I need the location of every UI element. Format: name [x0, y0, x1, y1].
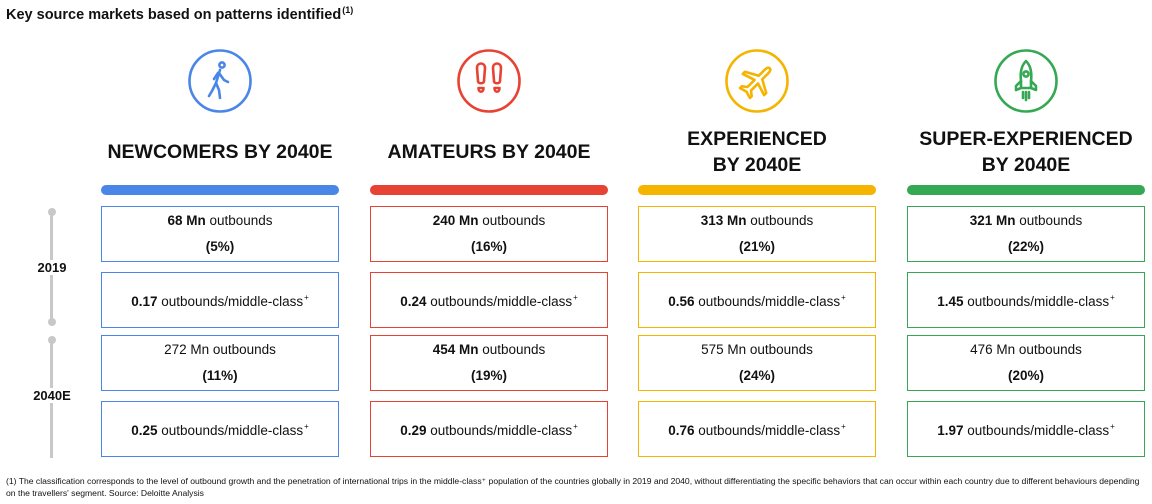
title-footnote-marker: (1): [342, 5, 354, 15]
outbounds-2019-box: 313 Mn outbounds (21%): [638, 206, 876, 262]
segment-heading: AMATEURS BY 2040E: [387, 141, 591, 163]
segment-color-bar: [907, 185, 1145, 195]
airplane-icon: [724, 48, 790, 114]
ratio-2040e-box: 0.25 outbounds/middle-class+: [101, 401, 339, 457]
outbounds-2040e-box: 454 Mn outbounds (19%): [370, 335, 608, 391]
footprints-icon: [456, 48, 522, 114]
ratio-2019-box: 0.56 outbounds/middle-class+: [638, 272, 876, 328]
ratio-2019-box: 0.24 outbounds/middle-class+: [370, 272, 608, 328]
year-timeline: [48, 208, 56, 458]
ratio-2040e-box: 0.29 outbounds/middle-class+: [370, 401, 608, 457]
segment-heading: EXPERIENCED BY 2040E: [687, 128, 827, 176]
outbounds-2019-box: 321 Mn outbounds (22%): [907, 206, 1145, 262]
ratio-2019-box: 0.17 outbounds/middle-class+: [101, 272, 339, 328]
year-label-2040e: 2040E: [22, 388, 82, 403]
ratio-2040e-box: 1.97 outbounds/middle-class+: [907, 401, 1145, 457]
ratio-2040e-box: 0.76 outbounds/middle-class+: [638, 401, 876, 457]
outbounds-2040e-box: 272 Mn outbounds (11%): [101, 335, 339, 391]
segment-color-bar: [370, 185, 608, 195]
outbounds-2040e-box: 476 Mn outbounds (20%): [907, 335, 1145, 391]
segment-heading: SUPER-EXPERIENCED BY 2040E: [919, 128, 1133, 176]
segment-color-bar: [638, 185, 876, 195]
timeline-dot: [48, 318, 56, 326]
footnote: (1) The classification corresponds to th…: [6, 476, 1140, 498]
segment-color-bar: [101, 185, 339, 195]
ratio-2019-box: 1.45 outbounds/middle-class+: [907, 272, 1145, 328]
rocket-icon: [993, 48, 1059, 114]
year-label-2019: 2019: [22, 260, 82, 275]
walking-person-icon: [187, 48, 253, 114]
outbounds-2019-box: 68 Mn outbounds (5%): [101, 206, 339, 262]
segment-heading: NEWCOMERS BY 2040E: [107, 141, 333, 163]
outbounds-2040e-box: 575 Mn outbounds (24%): [638, 335, 876, 391]
page-title: Key source markets based on patterns ide…: [6, 5, 354, 23]
outbounds-2019-box: 240 Mn outbounds (16%): [370, 206, 608, 262]
